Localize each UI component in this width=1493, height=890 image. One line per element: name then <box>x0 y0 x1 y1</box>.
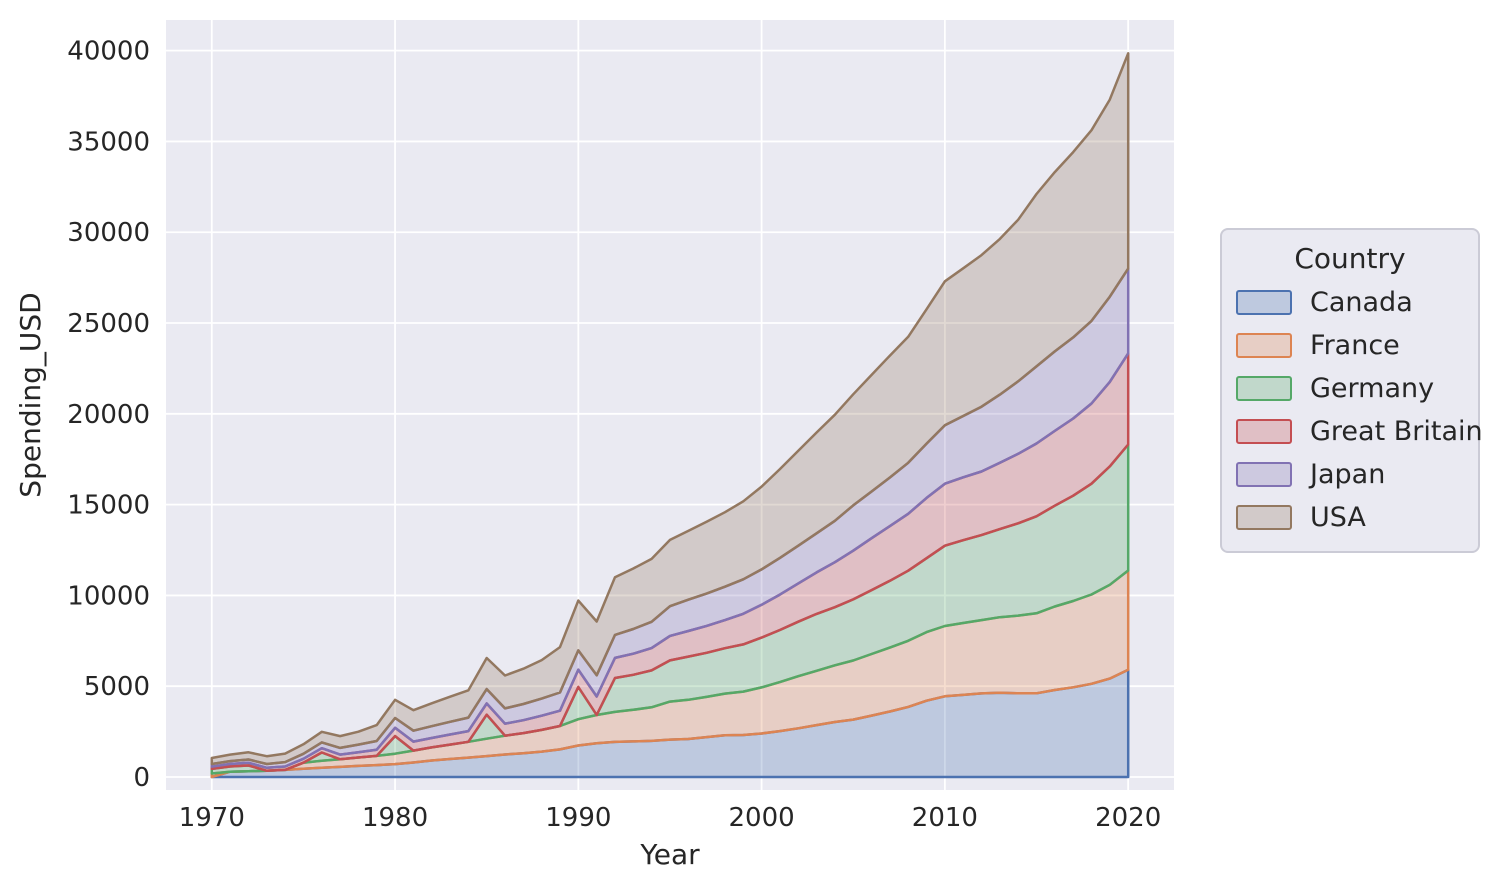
x-tick-label: 1980 <box>362 803 428 833</box>
legend-label: Japan <box>1310 459 1386 490</box>
x-tick-label: 2020 <box>1095 803 1161 833</box>
legend-label: Germany <box>1310 373 1435 404</box>
tick-labels: 0 5000 10000 15000 20000 25000 30000 35000 40000… <box>67 37 1161 833</box>
legend-swatch-icon <box>1236 376 1292 401</box>
y-tick-label: 40000 <box>67 37 150 67</box>
legend-title: Country <box>1294 242 1406 275</box>
legend-label: Canada <box>1310 287 1413 318</box>
legend-item-france: France <box>1236 324 1464 367</box>
x-tick-label: 1990 <box>545 803 611 833</box>
y-tick-label: 20000 <box>67 400 150 430</box>
legend-swatch-icon <box>1236 505 1292 530</box>
y-tick-label: 0 <box>133 763 150 793</box>
y-tick-label: 25000 <box>67 309 150 339</box>
legend-swatch-icon <box>1236 290 1292 315</box>
legend-item-great-britain: Great Britain <box>1236 410 1483 453</box>
x-tick-label: 1970 <box>179 803 245 833</box>
legend-item-canada: Canada <box>1236 281 1464 324</box>
y-tick-label: 15000 <box>67 491 150 521</box>
y-tick-label: 35000 <box>67 127 150 157</box>
legend-rows: Canada France Germany Great Britain Japan USA <box>1236 281 1483 539</box>
legend-swatch-icon <box>1236 462 1292 487</box>
legend: Country Canada France Germany Great Britain… <box>1220 228 1483 553</box>
y-tick-label: 10000 <box>67 581 150 611</box>
area-series-usa <box>210 52 1130 766</box>
legend-item-germany: Germany <box>1236 367 1464 410</box>
x-tick-label: 2010 <box>912 803 978 833</box>
y-axis-label: Spending_USD <box>14 292 47 497</box>
legend-swatch-icon <box>1236 333 1292 358</box>
x-tick-label: 2000 <box>729 803 795 833</box>
legend-label: USA <box>1310 502 1366 533</box>
y-tick-label: 5000 <box>84 672 150 702</box>
legend-label: Great Britain <box>1310 416 1483 447</box>
legend-item-usa: USA <box>1236 496 1464 539</box>
y-tick-label: 30000 <box>67 218 150 248</box>
x-axis-label: Year <box>639 838 700 871</box>
legend-swatch-icon <box>1236 419 1292 444</box>
legend-label: France <box>1310 330 1400 361</box>
legend-item-japan: Japan <box>1236 453 1464 496</box>
stacked-areas <box>210 52 1130 779</box>
